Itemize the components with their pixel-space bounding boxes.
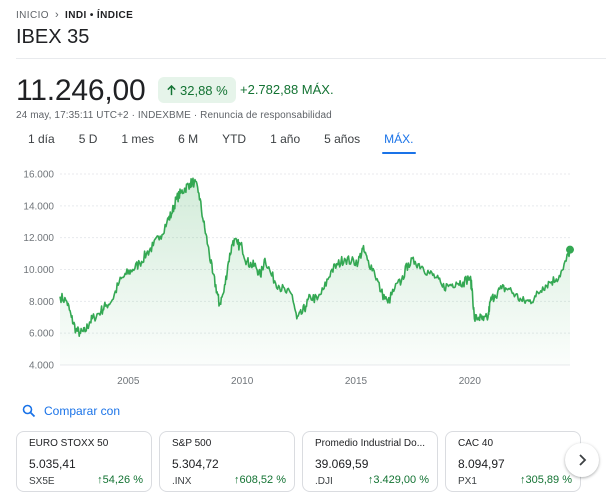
card-value: 5.035,41 (29, 457, 76, 471)
card-ticker: .DJI (315, 476, 333, 487)
card-value: 8.094,97 (458, 457, 505, 471)
x-tick-label: 2010 (231, 376, 254, 387)
x-tick-label: 2005 (117, 376, 140, 387)
tab-5-days[interactable]: 5 D (78, 132, 98, 146)
tab-5-years[interactable]: 5 años (324, 132, 361, 146)
current-price: 11.246,00 (16, 74, 146, 107)
arrow-up-icon: ↑ (97, 474, 103, 486)
arrow-up-icon (167, 84, 176, 95)
change-absolute: +2.782,88 MÁX. (240, 82, 334, 97)
index-card-dow-jones[interactable]: Promedio Industrial Do... 39.069,59 .DJI… (302, 431, 438, 492)
tab-6-months[interactable]: 6 M (178, 132, 199, 146)
arrow-up-icon: ↑ (520, 474, 526, 486)
card-change: ↑305,89 % (520, 474, 572, 486)
compare-label: Comparar con (44, 404, 121, 418)
card-name: CAC 40 (458, 438, 494, 449)
search-icon (22, 404, 36, 418)
y-tick-label: 14.000 (23, 201, 54, 212)
change-percent-badge: 32,88 % (158, 77, 236, 103)
card-name: Promedio Industrial Do... (315, 438, 426, 449)
card-name: S&P 500 (172, 438, 212, 449)
page-title: IBEX 35 (16, 26, 90, 48)
compare-cards: EURO STOXX 50 5.035,41 SX5E ↑54,26 % S&P… (16, 431, 581, 492)
x-tick-label: 2015 (345, 376, 368, 387)
x-tick-label: 2020 (459, 376, 482, 387)
price-line (59, 177, 571, 337)
card-ticker: .INX (172, 476, 192, 487)
card-change: ↑54,26 % (97, 474, 143, 486)
quote-meta: 24 may, 17:35:11 UTC+2 · INDEXBME · Renu… (16, 110, 332, 121)
card-name: EURO STOXX 50 (29, 438, 109, 449)
y-tick-label: 6.000 (29, 329, 54, 340)
price-area (60, 178, 570, 365)
card-ticker: PX1 (458, 476, 477, 487)
next-cards-button[interactable] (565, 443, 599, 477)
chevron-right-icon: › (54, 9, 60, 21)
divider (16, 58, 606, 59)
card-change: ↑608,52 % (234, 474, 286, 486)
arrow-up-icon: ↑ (234, 474, 240, 486)
card-value: 39.069,59 (315, 457, 369, 471)
breadcrumb-current: INDI • ÍNDICE (65, 9, 134, 21)
breadcrumb: INICIO › INDI • ÍNDICE (16, 9, 133, 21)
y-tick-label: 10.000 (23, 265, 54, 276)
tab-1-year[interactable]: 1 año (270, 132, 301, 146)
tab-1-month[interactable]: 1 mes (121, 132, 155, 146)
y-tick-label: 16.000 (23, 170, 54, 181)
index-card-sp500[interactable]: S&P 500 5.304,72 .INX ↑608,52 % (159, 431, 295, 492)
y-tick-label: 8.000 (29, 297, 54, 308)
compare-button[interactable]: Comparar con (22, 404, 120, 418)
card-ticker: SX5E (29, 476, 55, 487)
y-tick-label: 12.000 (23, 233, 54, 244)
y-tick-label: 4.000 (29, 361, 54, 372)
card-change: ↑3.429,00 % (367, 474, 429, 486)
chevron-right-icon (579, 454, 587, 466)
range-tabs: 1 día 5 D 1 mes 6 M YTD 1 año 5 años MÁX… (16, 130, 426, 154)
current-point (566, 245, 574, 254)
arrow-up-icon: ↑ (367, 474, 374, 486)
index-card-cac40[interactable]: CAC 40 8.094,97 PX1 ↑305,89 % (445, 431, 581, 492)
tab-max[interactable]: MÁX. (372, 130, 425, 154)
tab-1-day[interactable]: 1 día (28, 132, 55, 146)
card-value: 5.304,72 (172, 457, 219, 471)
change-percent: 32,88 % (180, 82, 228, 98)
tab-ytd[interactable]: YTD (222, 132, 247, 146)
breadcrumb-home[interactable]: INICIO (16, 9, 49, 21)
index-card-euro-stoxx[interactable]: EURO STOXX 50 5.035,41 SX5E ↑54,26 % (16, 431, 152, 492)
price-chart[interactable]: 16.00014.00012.00010.0008.0006.0004.000 … (0, 162, 606, 392)
